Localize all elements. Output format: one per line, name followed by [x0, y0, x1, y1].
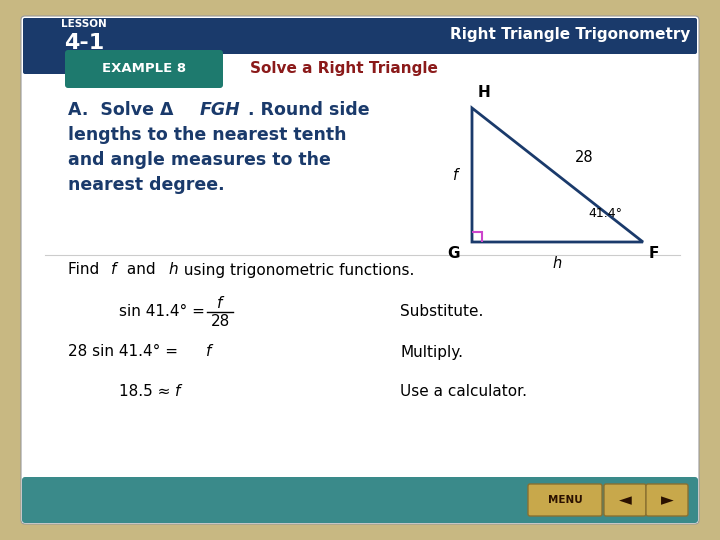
Text: LESSON: LESSON — [61, 19, 107, 29]
Text: 28: 28 — [210, 314, 230, 328]
Text: nearest degree.: nearest degree. — [68, 176, 225, 194]
Text: H: H — [478, 85, 491, 100]
Text: f: f — [111, 262, 117, 278]
Text: 18.5 ≈: 18.5 ≈ — [119, 384, 175, 400]
Text: and angle measures to the: and angle measures to the — [68, 151, 331, 169]
FancyBboxPatch shape — [528, 484, 602, 516]
Text: EXAMPLE 8: EXAMPLE 8 — [102, 63, 186, 76]
Text: A.  Solve Δ: A. Solve Δ — [68, 101, 174, 119]
Text: ◄: ◄ — [618, 491, 631, 509]
Text: f: f — [175, 384, 181, 400]
Text: h: h — [168, 262, 178, 278]
Text: Find: Find — [68, 262, 104, 278]
Text: Solve a Right Triangle: Solve a Right Triangle — [250, 62, 438, 77]
Text: . Round side: . Round side — [248, 101, 369, 119]
Text: F: F — [649, 246, 660, 261]
Text: 41.4°: 41.4° — [588, 207, 622, 220]
Text: G: G — [448, 246, 460, 261]
Text: lengths to the nearest tenth: lengths to the nearest tenth — [68, 126, 346, 144]
Text: and: and — [122, 262, 161, 278]
Text: MENU: MENU — [548, 495, 582, 505]
Text: f: f — [217, 295, 222, 310]
Text: using trigonometric functions.: using trigonometric functions. — [179, 262, 415, 278]
FancyBboxPatch shape — [604, 484, 646, 516]
Text: 28 sin 41.4° =: 28 sin 41.4° = — [68, 345, 183, 360]
FancyBboxPatch shape — [65, 50, 223, 88]
Text: f: f — [206, 345, 212, 360]
Text: Use a calculator.: Use a calculator. — [400, 384, 527, 400]
Text: FGH: FGH — [200, 101, 240, 119]
Text: ►: ► — [661, 491, 673, 509]
FancyBboxPatch shape — [23, 18, 145, 74]
Text: 28: 28 — [575, 150, 593, 165]
FancyBboxPatch shape — [22, 477, 698, 523]
FancyBboxPatch shape — [21, 16, 699, 524]
FancyBboxPatch shape — [646, 484, 688, 516]
Text: Right Triangle Trigonometry: Right Triangle Trigonometry — [449, 28, 690, 43]
FancyBboxPatch shape — [23, 18, 697, 54]
Text: sin 41.4° =: sin 41.4° = — [119, 305, 205, 320]
Text: f: f — [454, 167, 459, 183]
Text: 4-1: 4-1 — [64, 33, 104, 53]
Text: h: h — [552, 256, 562, 271]
Text: Multiply.: Multiply. — [400, 345, 463, 360]
Text: Substitute.: Substitute. — [400, 305, 483, 320]
